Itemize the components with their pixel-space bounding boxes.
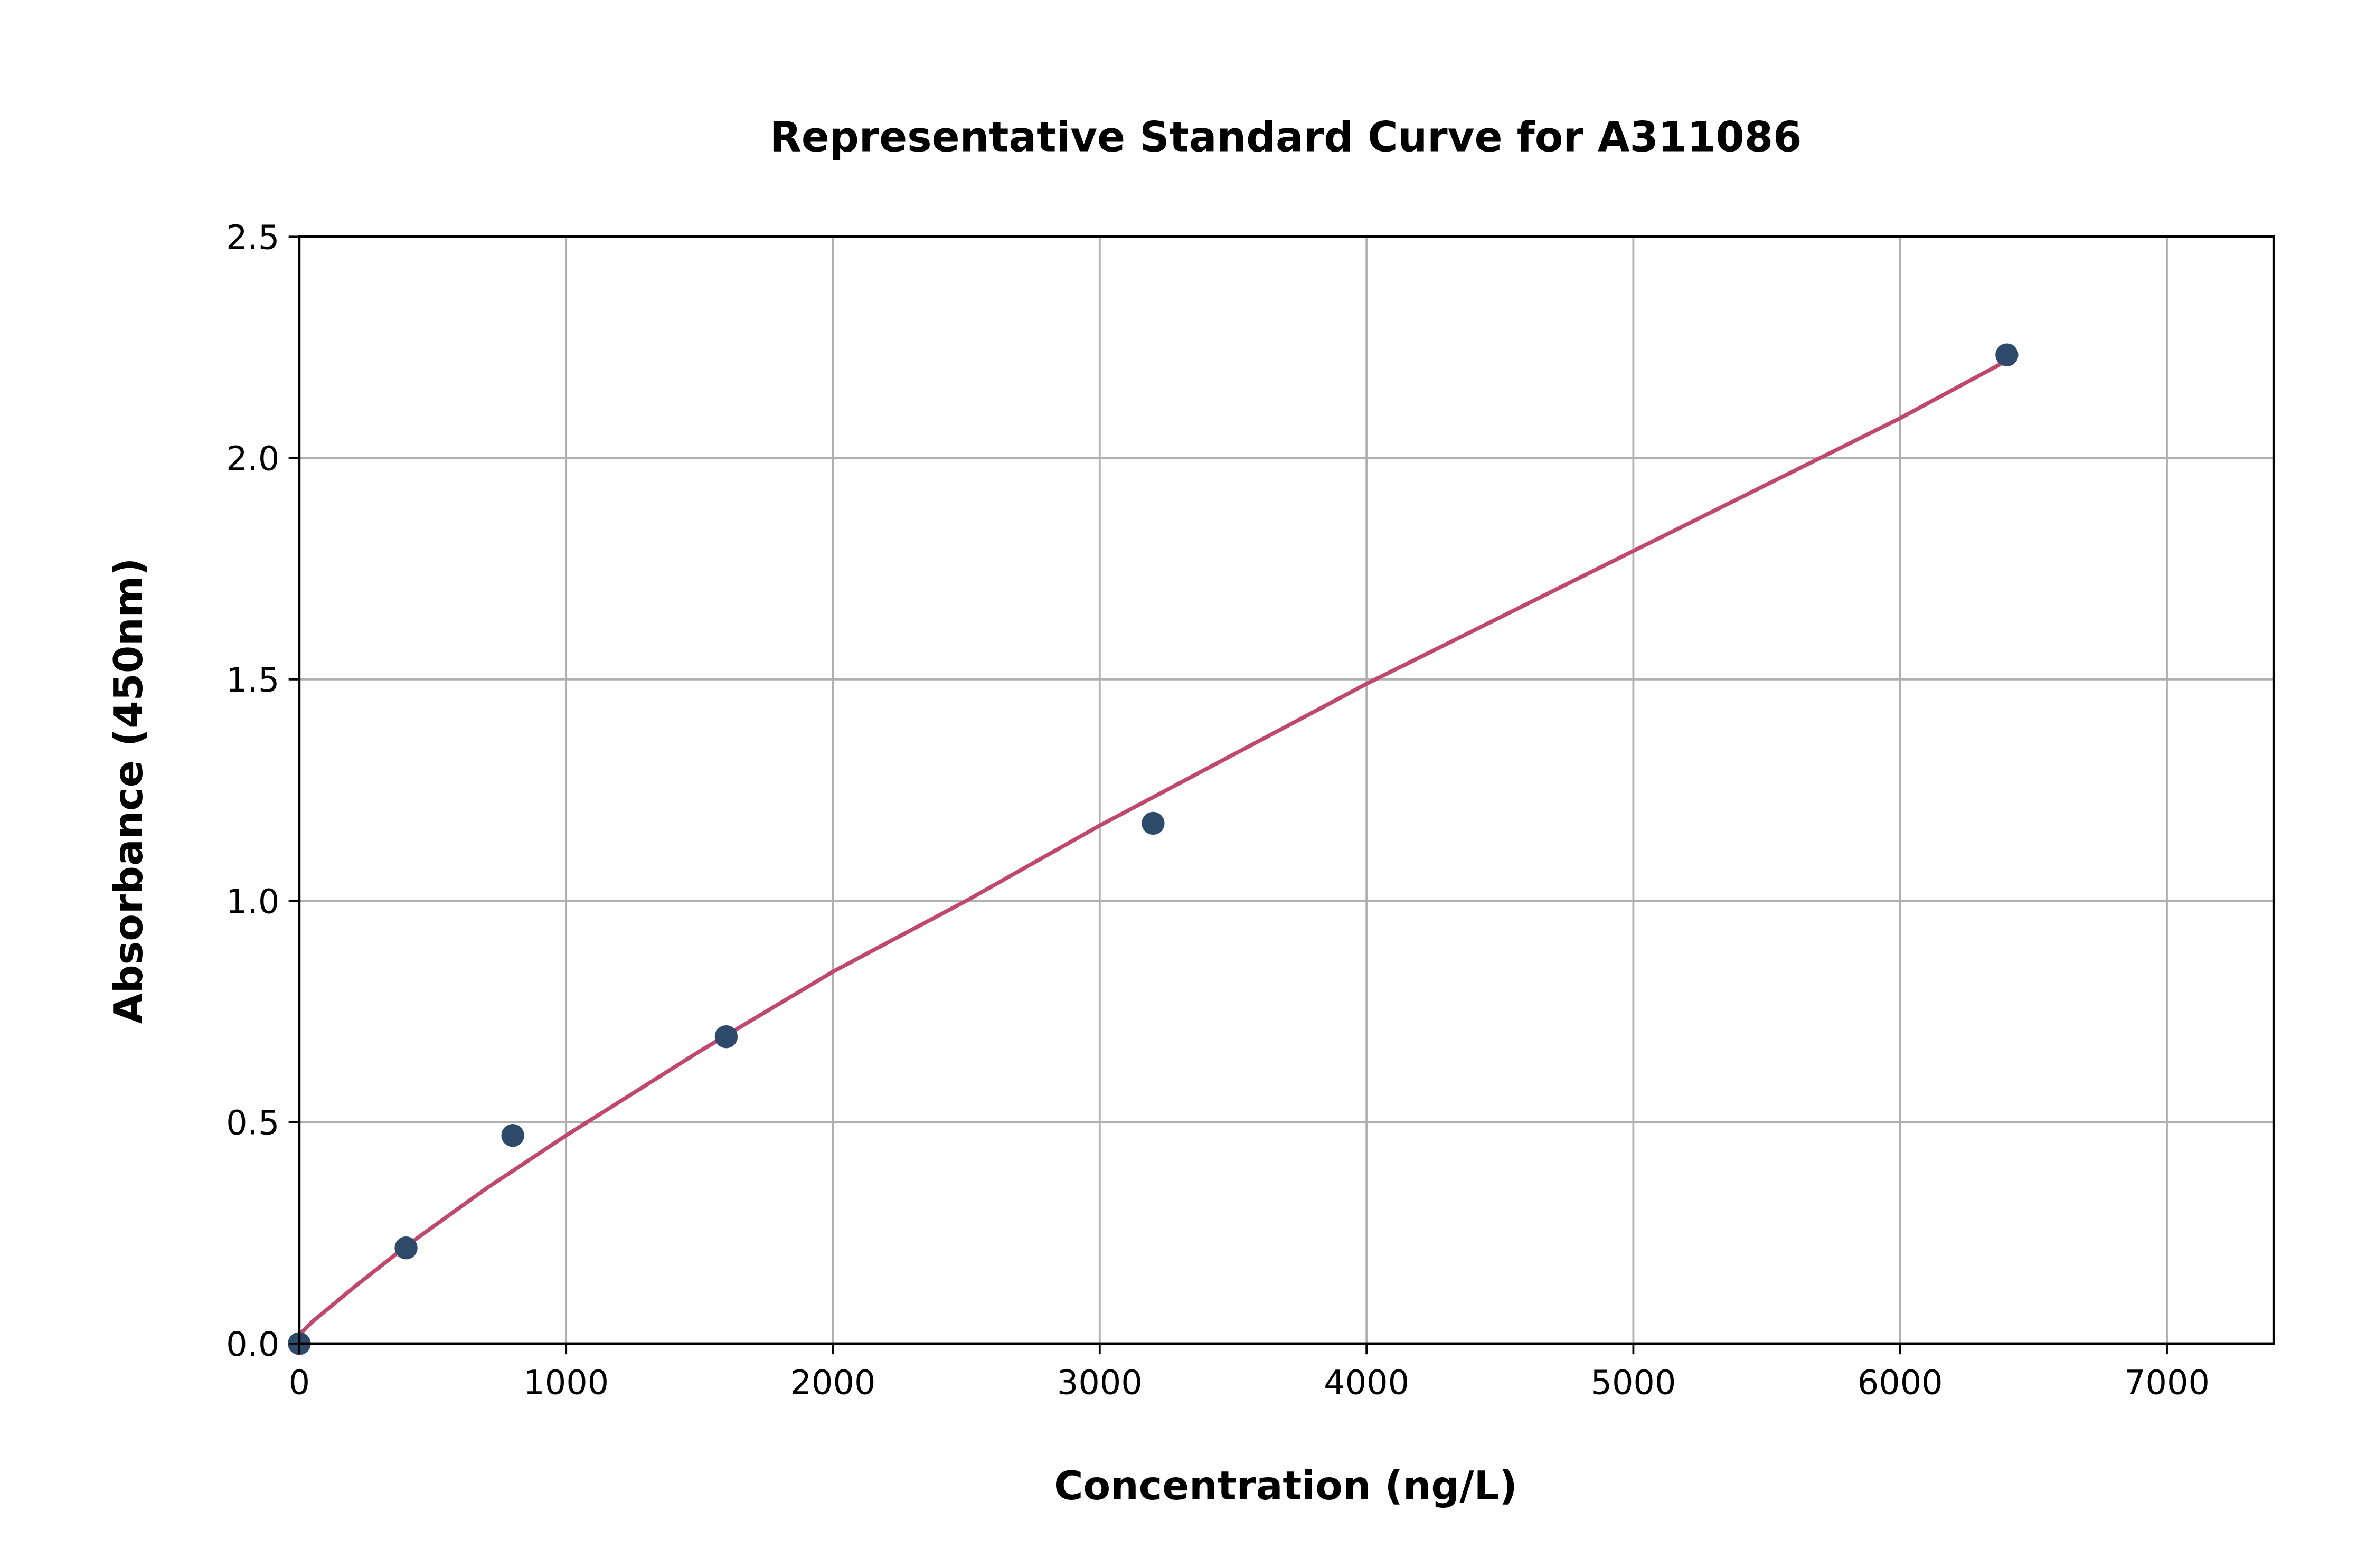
data-point [1995, 343, 2019, 366]
grid [298, 235, 2274, 1345]
x-axis-ticks: 0 1000 2000 3000 4000 5000 6000 7000 [289, 1343, 2210, 1402]
data-point [501, 1124, 524, 1147]
data-points [288, 343, 2019, 1355]
x-tick-label: 0 [289, 1363, 310, 1402]
y-tick-label: 0.0 [226, 1325, 279, 1364]
x-tick-label: 5000 [1590, 1363, 1676, 1402]
chart-title: Representative Standard Curve for A31108… [770, 114, 1802, 161]
y-tick-label: 0.5 [226, 1104, 279, 1143]
y-tick-label: 1.0 [226, 882, 279, 921]
y-axis-ticks: 0.0 0.5 1.0 1.5 2.0 2.5 [226, 218, 299, 1364]
x-tick-label: 4000 [1324, 1363, 1409, 1402]
y-tick-label: 2.0 [226, 440, 279, 479]
y-axis-label: Absorbance (450nm) [105, 558, 152, 1024]
x-tick-label: 6000 [1858, 1363, 1943, 1402]
y-tick-label: 2.5 [226, 218, 279, 257]
x-tick-label: 2000 [790, 1363, 876, 1402]
data-point [1142, 811, 1165, 835]
x-axis-label: Concentration (ng/L) [1054, 1462, 1517, 1509]
x-tick-label: 3000 [1057, 1363, 1143, 1402]
fit-curve-group [298, 358, 2008, 1336]
x-tick-label: 1000 [523, 1363, 609, 1402]
fit-curve-line [298, 358, 2008, 1336]
data-point [714, 1025, 738, 1049]
plot-frame [298, 235, 2275, 1345]
x-tick-label: 7000 [2124, 1363, 2210, 1402]
data-point [394, 1236, 418, 1260]
y-tick-label: 1.5 [226, 661, 279, 700]
